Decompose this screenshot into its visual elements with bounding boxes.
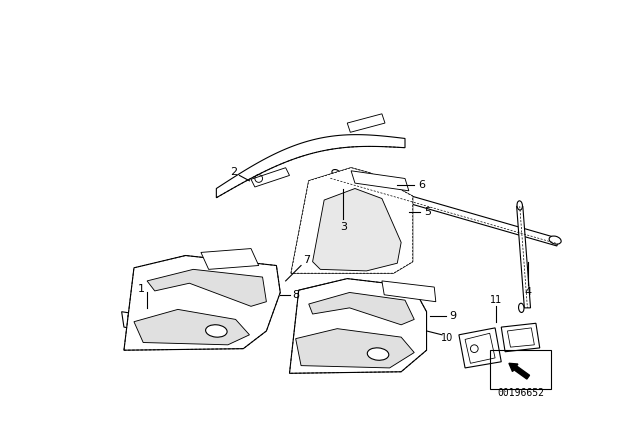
Ellipse shape bbox=[205, 325, 227, 337]
Ellipse shape bbox=[549, 236, 561, 244]
Polygon shape bbox=[516, 206, 531, 308]
Polygon shape bbox=[465, 333, 495, 363]
Text: 10: 10 bbox=[441, 333, 454, 343]
Text: 7: 7 bbox=[303, 255, 310, 265]
Polygon shape bbox=[351, 171, 409, 191]
Text: 11: 11 bbox=[490, 295, 502, 305]
Polygon shape bbox=[348, 114, 385, 132]
Polygon shape bbox=[330, 173, 559, 246]
Polygon shape bbox=[134, 310, 250, 345]
Polygon shape bbox=[124, 255, 280, 350]
Text: 5: 5 bbox=[424, 207, 431, 217]
Text: 9: 9 bbox=[449, 310, 456, 321]
Polygon shape bbox=[201, 249, 259, 269]
Polygon shape bbox=[312, 189, 401, 271]
Polygon shape bbox=[459, 328, 501, 368]
Polygon shape bbox=[308, 293, 414, 325]
Polygon shape bbox=[289, 279, 427, 373]
Text: 3: 3 bbox=[340, 222, 347, 232]
Bar bbox=[490, 350, 551, 389]
Ellipse shape bbox=[518, 303, 524, 312]
Ellipse shape bbox=[332, 169, 339, 175]
Polygon shape bbox=[251, 168, 289, 187]
Ellipse shape bbox=[367, 348, 389, 360]
Text: 6: 6 bbox=[419, 180, 426, 190]
Polygon shape bbox=[128, 315, 152, 329]
Text: 2: 2 bbox=[230, 168, 237, 177]
Polygon shape bbox=[216, 135, 405, 198]
Text: 00196652: 00196652 bbox=[497, 388, 544, 398]
Text: 8: 8 bbox=[292, 290, 300, 300]
Polygon shape bbox=[501, 323, 540, 352]
Polygon shape bbox=[296, 329, 414, 368]
Ellipse shape bbox=[517, 201, 522, 210]
Polygon shape bbox=[508, 328, 534, 347]
FancyArrow shape bbox=[509, 363, 529, 379]
Polygon shape bbox=[291, 168, 413, 273]
Polygon shape bbox=[382, 281, 436, 302]
Text: 4: 4 bbox=[525, 288, 532, 297]
Polygon shape bbox=[291, 168, 413, 273]
Polygon shape bbox=[122, 312, 159, 332]
Polygon shape bbox=[147, 269, 266, 306]
Text: 1: 1 bbox=[138, 284, 145, 293]
